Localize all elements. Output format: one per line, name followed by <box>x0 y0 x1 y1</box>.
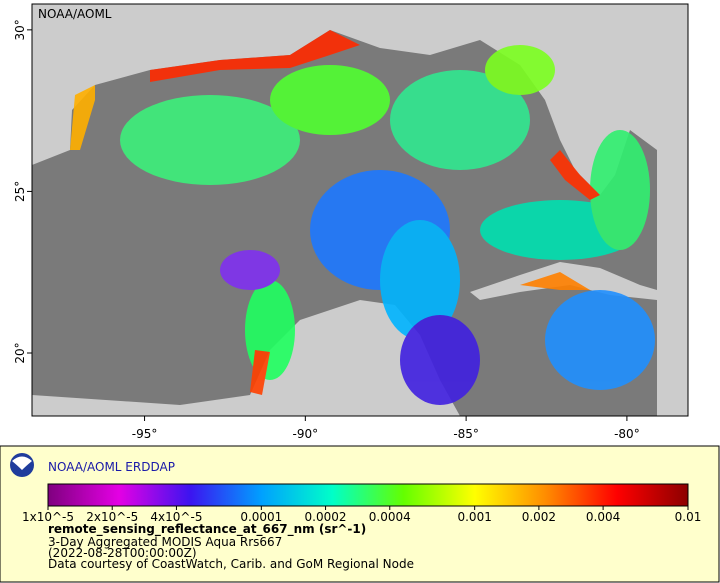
colorbar-tick-label: 2x10^-5 <box>86 510 138 524</box>
time: (2022-08-28T00:00:00Z) <box>48 546 197 560</box>
colorbar-tick-label: 0.0004 <box>369 510 411 524</box>
lon-tick-label: -95° <box>132 427 158 441</box>
colorbar-tick-label: 0.0002 <box>305 510 347 524</box>
credit: Data courtesy of CoastWatch, Carib. and … <box>48 557 414 571</box>
colorbar-tick-label: 0.01 <box>675 510 702 524</box>
colorbar-tick-label: 4x10^-5 <box>150 510 202 524</box>
map-area: NOAA/AOML <box>32 4 688 416</box>
colorbar-tick-label: 0.002 <box>522 510 556 524</box>
land-mexico <box>32 300 460 416</box>
lat-tick-label: 20° <box>13 342 27 363</box>
noaa-logo <box>10 453 34 477</box>
lat-tick-label: 25° <box>13 181 27 202</box>
land <box>32 4 688 416</box>
brand: NOAA/AOML ERDDAP <box>48 460 175 474</box>
corner-label: NOAA/AOML <box>38 7 112 21</box>
lon-tick-label: -90° <box>293 427 319 441</box>
colorbar-tick-label: 0.0001 <box>240 510 282 524</box>
lon-tick-label: -85° <box>453 427 479 441</box>
lat-tick-label: 30° <box>13 19 27 40</box>
colorbar-tick-label: 0.001 <box>457 510 491 524</box>
colorbar <box>47 483 689 507</box>
reflectance-field <box>70 30 655 405</box>
colorbar-tick-label: 0.004 <box>586 510 620 524</box>
map-frame <box>31 3 689 417</box>
legend-panel <box>0 445 720 583</box>
colorbar-tick-label: 1x10^-5 <box>22 510 74 524</box>
lon-tick-label: -80° <box>614 427 640 441</box>
variable: remote_sensing_reflectance_at_667_nm (sr… <box>48 522 366 537</box>
dataset: 3-Day Aggregated MODIS Aqua Rrs667 <box>48 535 282 549</box>
